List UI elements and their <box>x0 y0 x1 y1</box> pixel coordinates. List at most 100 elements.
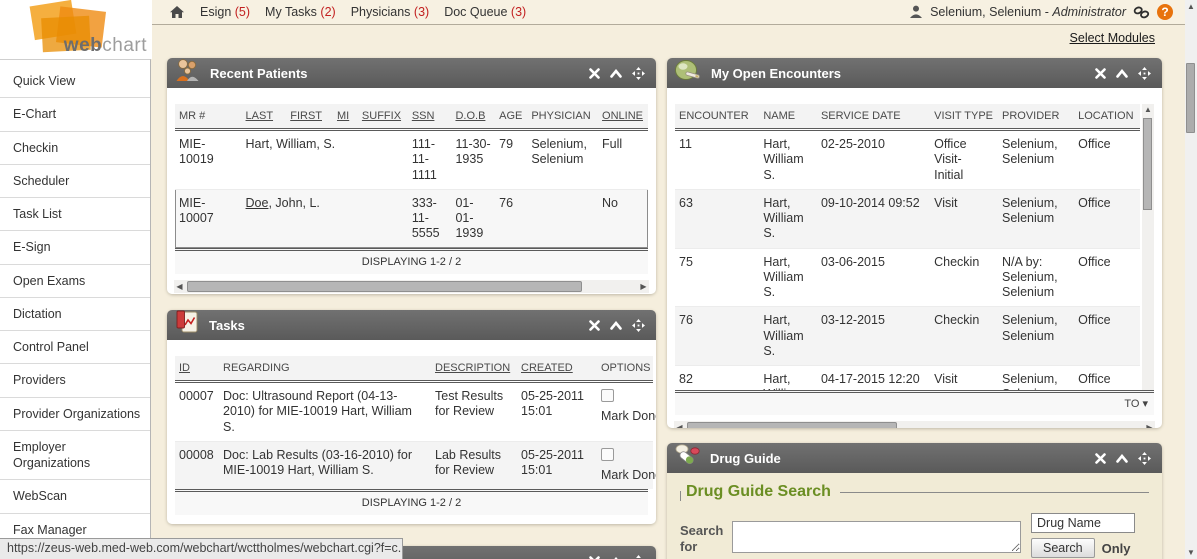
collapse-icon[interactable] <box>610 68 622 78</box>
encounter-service-date: 02-25-2010 <box>820 137 885 151</box>
scrollbar-thumb[interactable] <box>1143 118 1152 210</box>
move-icon[interactable] <box>632 318 645 332</box>
patient-suffix <box>358 189 408 247</box>
patient-last-name[interactable]: Hart <box>245 137 270 151</box>
sidebar-item-e-chart[interactable]: E-Chart <box>0 98 150 132</box>
collapse-icon[interactable] <box>1116 68 1128 78</box>
sidebar-item-scheduler[interactable]: Scheduler <box>0 165 150 198</box>
move-icon[interactable] <box>1138 66 1151 80</box>
home-button[interactable] <box>169 5 185 19</box>
scroll-right-icon[interactable]: ▶ <box>1146 423 1153 428</box>
sidebar-item-providers[interactable]: Providers <box>0 364 150 398</box>
mark-done-checkbox[interactable] <box>601 389 614 402</box>
help-icon[interactable]: ? <box>1157 4 1173 20</box>
recent-patients-panel-header: Recent Patients <box>167 58 656 88</box>
encounter-location: Office <box>1078 372 1111 386</box>
open-encounters-panel: My Open Encounters ENCOUNTER NAME SERVIC… <box>667 58 1162 428</box>
drug-button-row: Search Only <box>1031 538 1149 558</box>
mark-done-checkbox[interactable] <box>601 447 614 461</box>
scroll-right-icon[interactable]: ▶ <box>640 281 647 291</box>
col-ssn[interactable]: SSN <box>407 104 452 131</box>
scrollbar-thumb[interactable] <box>1186 63 1195 133</box>
patient-row[interactable]: MIE-10019 Hart, William, S. 111-11-1111 … <box>175 129 648 190</box>
encounter-row[interactable]: 82 Hart, William S. 04-17-2015 12:20 Vis… <box>675 365 1140 390</box>
close-icon[interactable] <box>1095 452 1106 464</box>
drug-guide-body: Drug Guide Search Search for Drug Name S… <box>667 473 1162 559</box>
sidebar-nav: Quick View E-Chart Checkin Scheduler Tas… <box>0 59 151 559</box>
task-row[interactable]: 00007 Doc: Ultrasound Report (04-13-2010… <box>175 381 656 442</box>
sidebar-item-dictation[interactable]: Dictation <box>0 298 150 331</box>
nav-item-doc-queue[interactable]: Doc Queue (3) <box>444 5 526 19</box>
col-id[interactable]: ID <box>175 356 219 383</box>
link-chain-icon[interactable] <box>1133 6 1150 19</box>
encounter-row[interactable]: 75 Hart, William S. 03-06-2015 Checkin N… <box>675 248 1140 307</box>
col-suffix[interactable]: SUFFIX <box>357 104 408 131</box>
col-first[interactable]: FIRST <box>286 104 333 131</box>
nav-item-my-tasks[interactable]: My Tasks (2) <box>265 5 336 19</box>
patient-last-name[interactable]: Doe <box>245 195 269 210</box>
col-mr: MR # <box>175 104 242 131</box>
select-modules-link[interactable]: Select Modules <box>1069 31 1155 45</box>
encounter-row[interactable]: 63 Hart, William S. 09-10-2014 09:52 Vis… <box>675 189 1140 248</box>
nav-item-esign[interactable]: Esign (5) <box>200 5 250 19</box>
user-name-label[interactable]: Selenium, Selenium - Administrator <box>930 5 1126 19</box>
col-online[interactable]: ONLINE <box>598 104 648 131</box>
close-icon[interactable] <box>589 555 600 559</box>
search-button[interactable]: Search <box>1031 538 1095 558</box>
move-icon[interactable] <box>632 66 645 80</box>
collapse-icon[interactable] <box>610 320 622 330</box>
collapse-icon[interactable] <box>1116 453 1128 463</box>
col-last[interactable]: LAST <box>241 104 287 131</box>
scroll-down-icon[interactable]: ▼ <box>1187 548 1195 557</box>
col-description[interactable]: DESCRIPTION <box>431 356 517 383</box>
move-icon[interactable] <box>632 554 645 559</box>
task-row[interactable]: 00008 Doc: Lab Results (03-16-2010) for … <box>175 441 656 490</box>
scroll-left-icon[interactable]: ◀ <box>176 281 183 291</box>
encounter-name: Hart, William S. <box>763 137 804 182</box>
drug-guide-search-legend: Drug Guide Search <box>680 483 1149 501</box>
nav-count-badge: (5) <box>234 5 251 19</box>
col-dob[interactable]: D.O.B <box>451 104 496 131</box>
search-field-select[interactable]: Drug Name <box>1031 513 1135 533</box>
encounter-service-date: 03-06-2015 <box>820 254 885 269</box>
close-icon[interactable] <box>1095 67 1106 79</box>
total-dropdown[interactable]: TO ▾ <box>1124 398 1148 410</box>
scroll-up-icon[interactable]: ▲ <box>1144 105 1152 114</box>
sidebar-item-employer-organizations[interactable]: Employer Organizations <box>0 431 150 481</box>
page-vertical-scrollbar[interactable]: ▲ ▼ <box>1185 0 1197 559</box>
nav-item-physicians[interactable]: Physicians (3) <box>351 5 430 19</box>
patients-family-icon <box>176 59 199 81</box>
drug-search-input[interactable] <box>732 521 1021 553</box>
sidebar-item-webscan[interactable]: WebScan <box>0 480 150 514</box>
sidebar-item-checkin[interactable]: Checkin <box>0 132 150 165</box>
nav-label: My Tasks <box>265 5 317 19</box>
scroll-left-icon[interactable]: ◀ <box>676 423 683 428</box>
sidebar-item-control-panel[interactable]: Control Panel <box>0 331 150 365</box>
vertical-scrollbar[interactable]: ▲ <box>1142 104 1154 390</box>
sidebar-item-open-exams[interactable]: Open Exams <box>0 265 150 298</box>
horizontal-scrollbar[interactable]: ◀ ▶ <box>174 279 649 293</box>
col-mi[interactable]: MI <box>332 104 358 131</box>
horizontal-scrollbar[interactable]: ◀ ▶ <box>674 421 1155 428</box>
scrollbar-thumb[interactable] <box>687 422 897 428</box>
chevron-down-icon: ▾ <box>1142 398 1148 410</box>
close-icon[interactable] <box>589 67 600 79</box>
scrollbar-thumb[interactable] <box>187 280 582 292</box>
encounter-row[interactable]: 76 Hart, William S. 03-12-2015 Checkin S… <box>675 306 1140 366</box>
encounter-name: Hart, William S. <box>763 254 804 300</box>
sidebar-item-quick-view[interactable]: Quick View <box>0 65 150 99</box>
close-icon[interactable] <box>589 319 600 331</box>
encounter-id: 82 <box>679 372 693 386</box>
encounter-row[interactable]: 11 Hart, William S. 02-25-2010 Office Vi… <box>675 129 1140 190</box>
patient-ssn: 333-11-5555 <box>411 195 440 241</box>
sidebar-item-task-list[interactable]: Task List <box>0 198 150 232</box>
patient-online: Full <box>602 137 623 151</box>
sidebar-item-provider-organizations[interactable]: Provider Organizations <box>0 398 150 431</box>
drug-pills-icon <box>675 443 700 464</box>
drug-guide-panel: Drug Guide Drug Guide Search Search for … <box>667 443 1162 559</box>
scroll-up-icon[interactable]: ▲ <box>1187 2 1195 11</box>
col-created[interactable]: CREATED <box>517 356 597 383</box>
sidebar-item-e-sign[interactable]: E-Sign <box>0 231 150 265</box>
patient-row[interactable]: MIE-10007 Doe, John, L. 333-11-5555 01-0… <box>175 189 648 248</box>
move-icon[interactable] <box>1138 451 1151 465</box>
